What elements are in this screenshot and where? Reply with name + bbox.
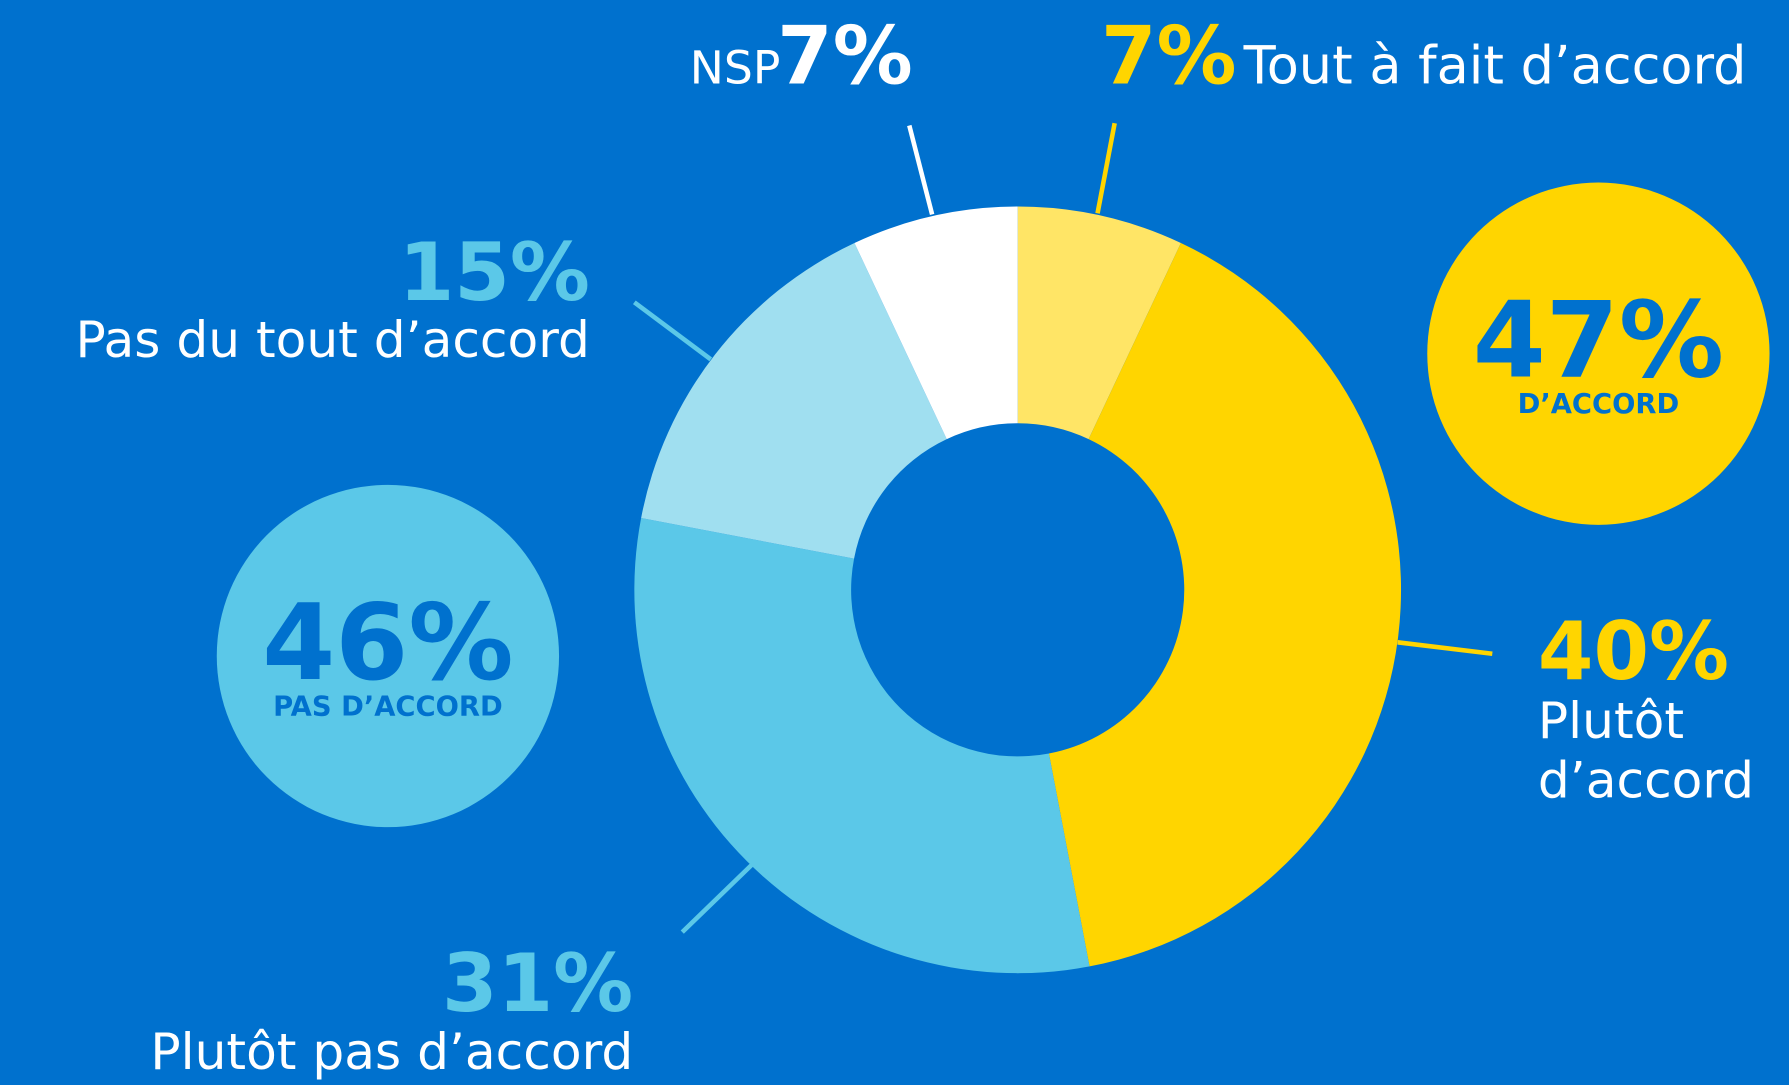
- slice-value-label: 7%: [1101, 9, 1237, 102]
- donut-slice: [854, 206, 1018, 440]
- slice-value-label: 40%: [1538, 605, 1729, 698]
- leader-line: [907, 124, 935, 216]
- slice-label: Tout à fait d’accord: [1243, 35, 1747, 96]
- leader-line: [1397, 640, 1493, 657]
- slice-value-label: 7%: [777, 9, 913, 102]
- donut-slice: [1017, 206, 1181, 440]
- summary-value: 47%: [1473, 279, 1724, 401]
- slice-value-label: 15%: [399, 226, 590, 319]
- slice-label: NSP: [690, 41, 781, 94]
- leader-line: [680, 862, 755, 934]
- summary-value: 46%: [262, 582, 513, 704]
- slice-label: Plutôt pas d’accord: [150, 1022, 633, 1081]
- donut-slice: [1048, 242, 1402, 967]
- leader-line: [1095, 122, 1117, 214]
- leader-line: [632, 300, 713, 362]
- slice-label: Plutôt d’accord: [1538, 691, 1754, 809]
- summary-circle: [1427, 182, 1770, 525]
- slice-label: Pas du tout d’accord: [75, 310, 589, 369]
- slice-value-label: 31%: [442, 937, 633, 1030]
- summary-circle: [216, 484, 560, 828]
- summary-label: PAS D’ACCORD: [273, 691, 503, 722]
- donut-slice: [634, 518, 1090, 974]
- summary-label: D’ACCORD: [1518, 389, 1680, 420]
- donut-slice: [641, 242, 947, 559]
